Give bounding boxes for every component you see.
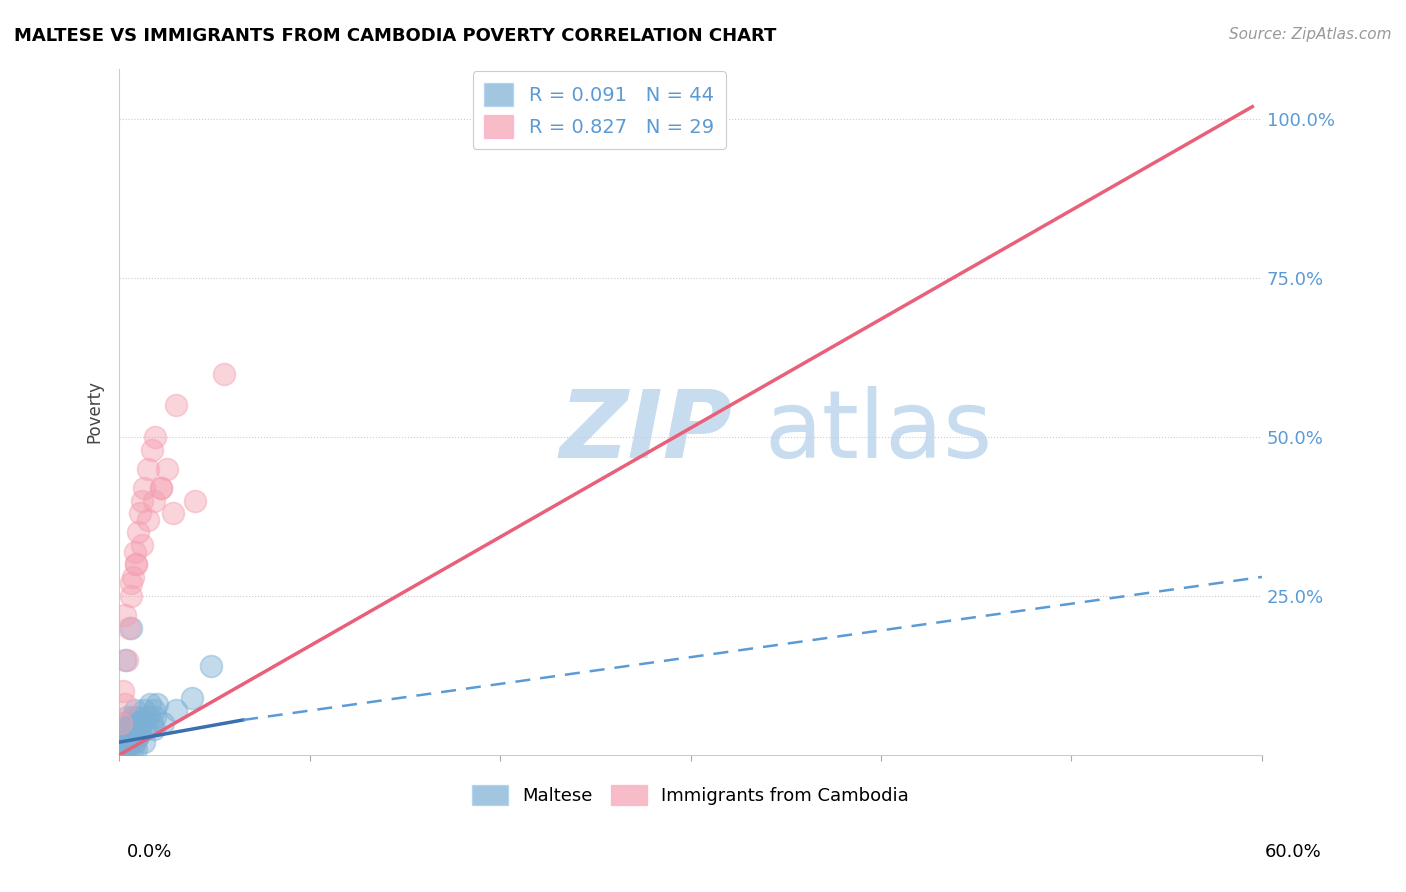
Point bbox=[184, 493, 207, 508]
Text: 0.0%: 0.0% bbox=[127, 843, 172, 861]
Point bbox=[118, 621, 141, 635]
Point bbox=[112, 741, 135, 756]
Point bbox=[114, 608, 136, 623]
Point bbox=[131, 716, 153, 731]
Point bbox=[114, 652, 136, 666]
Legend: Maltese, Immigrants from Cambodia: Maltese, Immigrants from Cambodia bbox=[463, 776, 918, 814]
Point bbox=[120, 735, 142, 749]
Point bbox=[121, 729, 143, 743]
Point bbox=[118, 735, 141, 749]
Point bbox=[135, 723, 157, 737]
Point bbox=[200, 659, 222, 673]
Point bbox=[136, 462, 159, 476]
Point bbox=[162, 507, 184, 521]
Point bbox=[132, 735, 155, 749]
Point bbox=[125, 558, 148, 572]
Point bbox=[145, 430, 167, 444]
Point bbox=[124, 544, 146, 558]
Point bbox=[120, 621, 142, 635]
Point bbox=[115, 735, 138, 749]
Point bbox=[115, 652, 138, 666]
Point bbox=[114, 697, 136, 711]
Point bbox=[110, 716, 132, 731]
Point bbox=[125, 558, 148, 572]
Point bbox=[125, 716, 148, 731]
Point bbox=[141, 716, 163, 731]
Point bbox=[127, 729, 149, 743]
Point bbox=[115, 710, 138, 724]
Text: ZIP: ZIP bbox=[560, 386, 733, 478]
Point bbox=[120, 576, 142, 591]
Point bbox=[118, 723, 141, 737]
Point bbox=[180, 690, 202, 705]
Point bbox=[132, 481, 155, 495]
Point bbox=[112, 723, 135, 737]
Point bbox=[121, 570, 143, 584]
Point bbox=[142, 723, 165, 737]
Point bbox=[136, 710, 159, 724]
Point bbox=[124, 735, 146, 749]
Point bbox=[139, 697, 162, 711]
Y-axis label: Poverty: Poverty bbox=[86, 380, 103, 443]
Point bbox=[156, 462, 179, 476]
Point bbox=[120, 716, 142, 731]
Point bbox=[118, 741, 141, 756]
Point bbox=[114, 716, 136, 731]
Point bbox=[127, 710, 149, 724]
Point bbox=[127, 525, 149, 540]
Point bbox=[112, 684, 135, 698]
Point bbox=[125, 741, 148, 756]
Point bbox=[110, 741, 132, 756]
Point bbox=[212, 367, 235, 381]
Point bbox=[131, 538, 153, 552]
Point bbox=[114, 747, 136, 762]
Point bbox=[110, 729, 132, 743]
Point bbox=[145, 710, 167, 724]
Point bbox=[150, 481, 173, 495]
Point bbox=[142, 703, 165, 717]
Text: MALTESE VS IMMIGRANTS FROM CAMBODIA POVERTY CORRELATION CHART: MALTESE VS IMMIGRANTS FROM CAMBODIA POVE… bbox=[14, 27, 776, 45]
Point bbox=[129, 507, 152, 521]
Point bbox=[152, 716, 174, 731]
Point bbox=[120, 589, 142, 603]
Text: Source: ZipAtlas.com: Source: ZipAtlas.com bbox=[1229, 27, 1392, 42]
Point bbox=[112, 735, 135, 749]
Point bbox=[142, 493, 165, 508]
Point bbox=[136, 513, 159, 527]
Point bbox=[131, 493, 153, 508]
Point bbox=[141, 442, 163, 457]
Point bbox=[150, 481, 173, 495]
Point bbox=[110, 747, 132, 762]
Point bbox=[165, 703, 187, 717]
Point bbox=[129, 723, 152, 737]
Point bbox=[114, 741, 136, 756]
Point bbox=[132, 703, 155, 717]
Point bbox=[165, 398, 187, 412]
Point bbox=[146, 697, 169, 711]
Point bbox=[121, 710, 143, 724]
Point bbox=[121, 741, 143, 756]
Point bbox=[127, 729, 149, 743]
Text: atlas: atlas bbox=[765, 386, 993, 478]
Point bbox=[124, 703, 146, 717]
Text: 60.0%: 60.0% bbox=[1265, 843, 1322, 861]
